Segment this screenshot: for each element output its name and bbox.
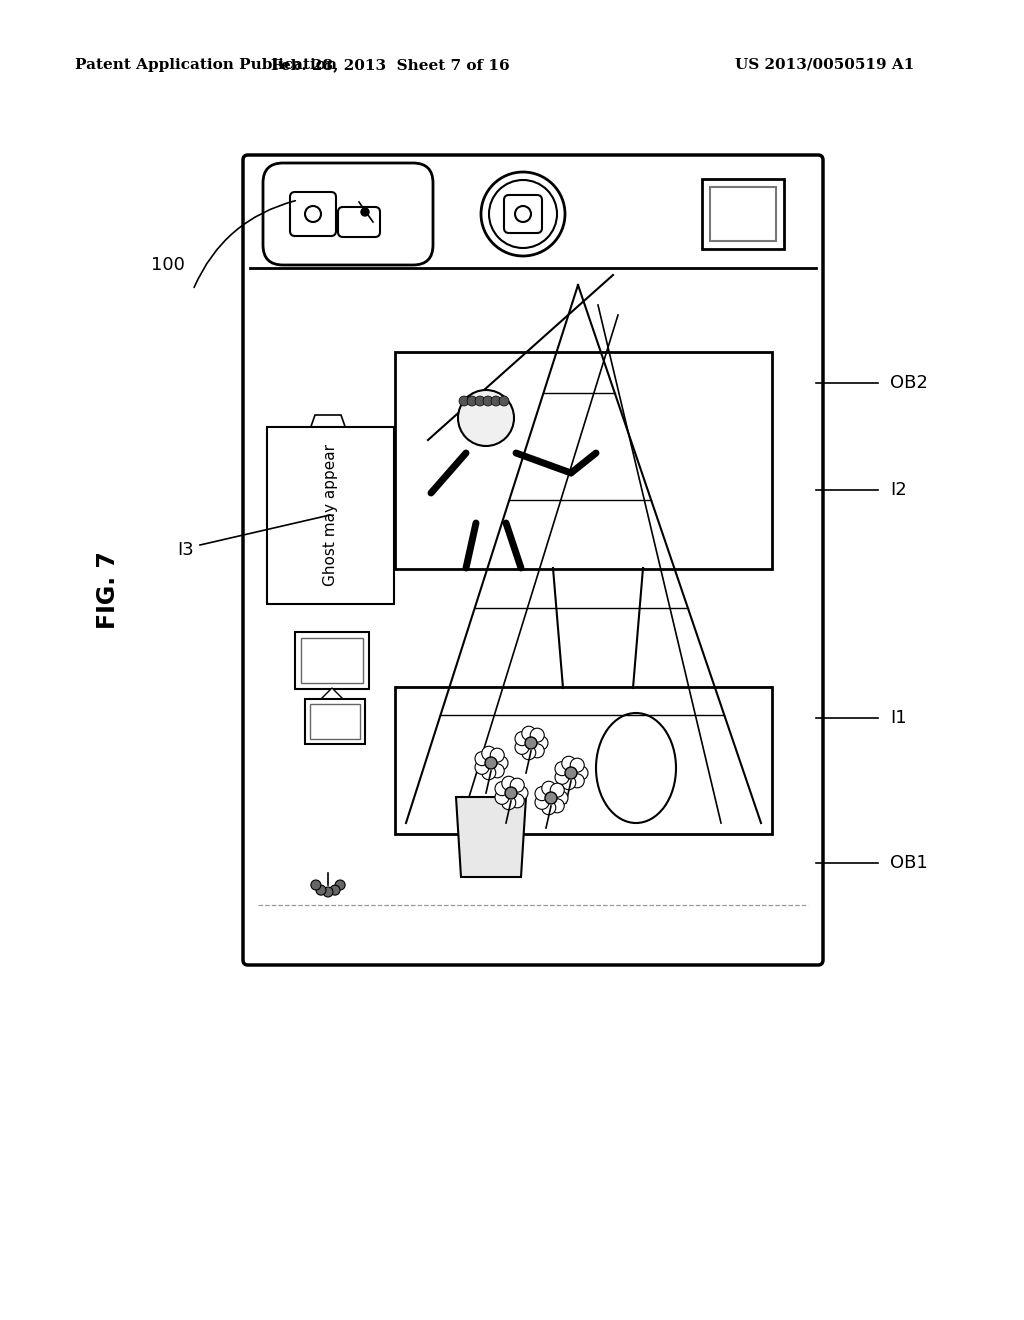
FancyBboxPatch shape — [395, 352, 772, 569]
Circle shape — [514, 785, 528, 800]
Circle shape — [458, 389, 514, 446]
FancyBboxPatch shape — [395, 686, 772, 834]
Circle shape — [542, 801, 556, 814]
Text: 100: 100 — [152, 256, 185, 275]
Text: FIG. 7: FIG. 7 — [96, 550, 120, 628]
Circle shape — [534, 737, 548, 750]
FancyBboxPatch shape — [305, 700, 365, 744]
Circle shape — [494, 756, 508, 770]
Circle shape — [535, 796, 549, 809]
Polygon shape — [456, 797, 526, 876]
Circle shape — [335, 880, 345, 890]
Circle shape — [490, 396, 501, 407]
FancyBboxPatch shape — [504, 195, 542, 234]
Circle shape — [481, 172, 565, 256]
Circle shape — [542, 781, 556, 795]
FancyBboxPatch shape — [710, 187, 776, 242]
FancyBboxPatch shape — [267, 426, 394, 605]
FancyBboxPatch shape — [243, 154, 823, 965]
Text: I2: I2 — [890, 480, 906, 499]
Text: Patent Application Publication: Patent Application Publication — [75, 58, 337, 73]
Circle shape — [550, 799, 564, 813]
FancyBboxPatch shape — [310, 704, 360, 739]
Circle shape — [483, 396, 493, 407]
Circle shape — [475, 396, 485, 407]
Circle shape — [481, 766, 496, 780]
FancyBboxPatch shape — [263, 162, 433, 265]
Text: OB1: OB1 — [890, 854, 928, 873]
Circle shape — [490, 764, 504, 777]
FancyBboxPatch shape — [301, 638, 362, 682]
Circle shape — [562, 776, 575, 789]
Circle shape — [545, 792, 557, 804]
Circle shape — [535, 787, 549, 801]
Circle shape — [475, 760, 489, 775]
Circle shape — [485, 756, 497, 770]
Polygon shape — [308, 414, 348, 436]
Text: US 2013/0050519 A1: US 2013/0050519 A1 — [735, 58, 914, 73]
Circle shape — [510, 779, 524, 792]
Circle shape — [515, 731, 529, 746]
Circle shape — [550, 783, 564, 797]
FancyBboxPatch shape — [295, 632, 369, 689]
Circle shape — [574, 766, 588, 780]
Circle shape — [323, 887, 333, 898]
Circle shape — [475, 751, 489, 766]
Circle shape — [490, 748, 504, 762]
Text: I3: I3 — [177, 541, 195, 558]
Circle shape — [499, 396, 509, 407]
Ellipse shape — [596, 713, 676, 822]
Circle shape — [554, 791, 568, 805]
Circle shape — [555, 771, 569, 784]
Circle shape — [330, 886, 340, 895]
Circle shape — [515, 741, 529, 754]
Circle shape — [522, 746, 536, 760]
Circle shape — [562, 756, 575, 771]
Circle shape — [570, 774, 585, 788]
Circle shape — [459, 396, 469, 407]
Circle shape — [555, 762, 569, 776]
Circle shape — [530, 743, 544, 758]
Circle shape — [467, 396, 477, 407]
FancyBboxPatch shape — [702, 180, 784, 249]
Circle shape — [570, 758, 585, 772]
Circle shape — [311, 880, 321, 890]
Text: OB2: OB2 — [890, 374, 928, 392]
Circle shape — [361, 209, 369, 216]
Circle shape — [489, 180, 557, 248]
Polygon shape — [317, 688, 347, 704]
Circle shape — [515, 206, 531, 222]
Text: Ghost may appear: Ghost may appear — [323, 445, 338, 586]
Circle shape — [481, 746, 496, 760]
Circle shape — [305, 206, 321, 222]
Circle shape — [316, 886, 326, 895]
Circle shape — [525, 737, 537, 748]
Circle shape — [530, 729, 544, 742]
FancyBboxPatch shape — [290, 191, 336, 236]
Circle shape — [505, 787, 517, 799]
Circle shape — [522, 726, 536, 741]
Text: Feb. 28, 2013  Sheet 7 of 16: Feb. 28, 2013 Sheet 7 of 16 — [270, 58, 509, 73]
Text: I1: I1 — [890, 709, 906, 727]
Circle shape — [502, 796, 516, 809]
Circle shape — [495, 791, 509, 804]
Circle shape — [495, 781, 509, 796]
Circle shape — [502, 776, 516, 791]
Circle shape — [565, 767, 577, 779]
FancyBboxPatch shape — [338, 207, 380, 238]
Circle shape — [510, 793, 524, 808]
